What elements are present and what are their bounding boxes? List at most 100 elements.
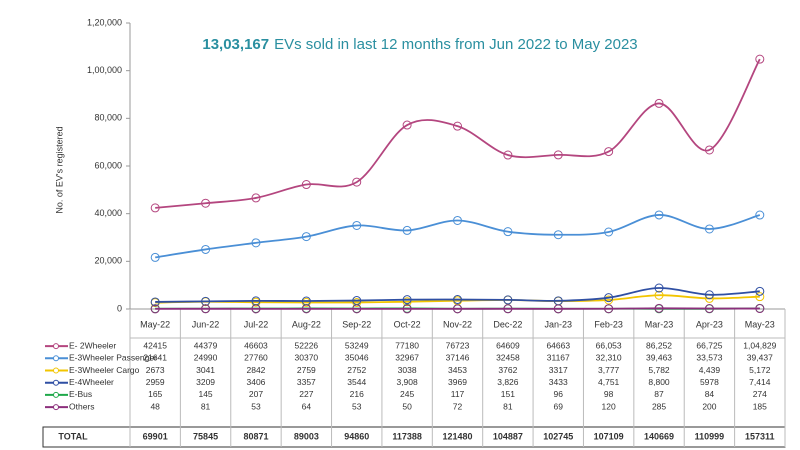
x-tick-label: Aug-22 — [292, 319, 321, 329]
table-cell: 64 — [302, 401, 312, 411]
table-cell: 3762 — [498, 365, 517, 375]
table-cell: 81 — [201, 401, 211, 411]
table-cell: 145 — [198, 389, 212, 399]
series-line — [155, 307, 760, 310]
legend-label: E- 2Wheeler — [69, 340, 116, 350]
data-point — [654, 98, 664, 108]
legend-label: E-3Wheeler Passenger — [69, 353, 157, 363]
table-cell: 27760 — [244, 353, 268, 363]
table-cell: 216 — [350, 389, 364, 399]
table-cell: 21641 — [143, 353, 167, 363]
data-point — [704, 290, 714, 300]
series-line — [155, 287, 760, 303]
title-text: EVs sold in last 12 months from Jun 2022… — [274, 36, 638, 53]
total-cell: 121480 — [442, 431, 472, 441]
legend-marker — [53, 355, 59, 362]
total-label: TOTAL — [58, 431, 88, 441]
data-point — [553, 230, 563, 240]
data-point — [604, 295, 614, 305]
table-cell: 185 — [753, 401, 767, 411]
total-cell: 110999 — [695, 431, 725, 441]
total-cell: 107109 — [594, 431, 624, 441]
data-point — [150, 304, 160, 314]
total-cell: 104887 — [493, 431, 523, 441]
x-tick-label: Dec-22 — [493, 319, 522, 329]
title-number: 13,03,167 — [202, 36, 269, 53]
table-cell: 3041 — [196, 365, 215, 375]
table-cell: 35046 — [345, 353, 369, 363]
table-cell: 2842 — [247, 365, 266, 375]
table-cell: 200 — [702, 401, 716, 411]
total-cell: 80871 — [243, 431, 268, 441]
table-cell: 72 — [453, 401, 463, 411]
series-line — [155, 294, 760, 304]
table-cell: 120 — [602, 401, 616, 411]
table-cell: 37146 — [446, 353, 470, 363]
legend-label: Others — [69, 401, 95, 411]
data-point — [251, 193, 261, 203]
table-cell: 30370 — [295, 353, 319, 363]
data-point — [301, 304, 311, 314]
table-cell: 8,800 — [648, 377, 670, 387]
series-line — [155, 58, 761, 209]
table-cell: 53 — [352, 401, 362, 411]
x-tick-label: Mar-23 — [645, 319, 674, 329]
table-cell: 39,463 — [646, 353, 672, 363]
table-cell: 64609 — [496, 340, 520, 350]
data-point — [503, 227, 513, 237]
table-cell: 3209 — [196, 377, 215, 387]
table-cell: 3,826 — [497, 377, 519, 387]
data-point — [755, 210, 765, 220]
series-line — [155, 214, 761, 259]
table-cell: 227 — [299, 389, 313, 399]
data-point — [755, 304, 765, 314]
data-point — [402, 120, 412, 130]
data-point — [301, 180, 311, 190]
data-point — [402, 225, 412, 235]
total-cell: 69901 — [143, 431, 168, 441]
data-point — [704, 145, 714, 155]
total-cell: 140669 — [644, 431, 674, 441]
legend-marker — [53, 367, 59, 374]
chart-title: 13,03,167 EVs sold in last 12 months from… — [202, 36, 637, 53]
legend-marker — [53, 379, 59, 386]
data-point — [453, 295, 462, 305]
x-tick-label: Sep-22 — [342, 319, 371, 329]
data-point — [604, 293, 614, 303]
legend-marker — [53, 391, 59, 398]
table-cell: 32,310 — [596, 353, 622, 363]
x-tick-label: Apr-23 — [696, 319, 723, 329]
table-cell: 42415 — [143, 340, 167, 350]
data-point — [604, 227, 614, 237]
table-cell: 48 — [150, 401, 160, 411]
legend-label: E-4Wheeler — [69, 377, 114, 387]
table-cell: 81 — [503, 401, 513, 411]
x-tick-label: May-23 — [745, 319, 775, 329]
table-cell: 117 — [451, 389, 465, 399]
table-cell: 2959 — [146, 377, 165, 387]
table-cell: 165 — [148, 389, 162, 399]
table-cell: 31167 — [547, 353, 570, 363]
data-point — [503, 150, 513, 160]
table-cell: 3,908 — [396, 377, 418, 387]
data-point — [402, 304, 412, 314]
table-cell: 76723 — [446, 340, 470, 350]
data-point — [704, 304, 714, 314]
table-cell: 1,04,829 — [743, 340, 776, 350]
data-point — [755, 54, 765, 64]
data-point — [201, 198, 211, 208]
x-tick-label: Oct-22 — [394, 319, 421, 329]
table-cell: 4,439 — [699, 365, 721, 375]
table-cell: 3317 — [549, 365, 568, 375]
total-cell: 89003 — [294, 431, 319, 441]
data-point — [402, 295, 412, 305]
table-cell: 5978 — [700, 377, 719, 387]
x-tick-label: Jul-22 — [244, 319, 269, 329]
data-point — [201, 304, 211, 314]
y-tick-label: 40,000 — [94, 208, 122, 218]
table-cell: 2752 — [347, 365, 366, 375]
data-point — [654, 290, 664, 300]
table-cell: 33,573 — [696, 353, 722, 363]
table-cell: 69 — [554, 401, 564, 411]
table-cell: 5,172 — [749, 365, 771, 375]
